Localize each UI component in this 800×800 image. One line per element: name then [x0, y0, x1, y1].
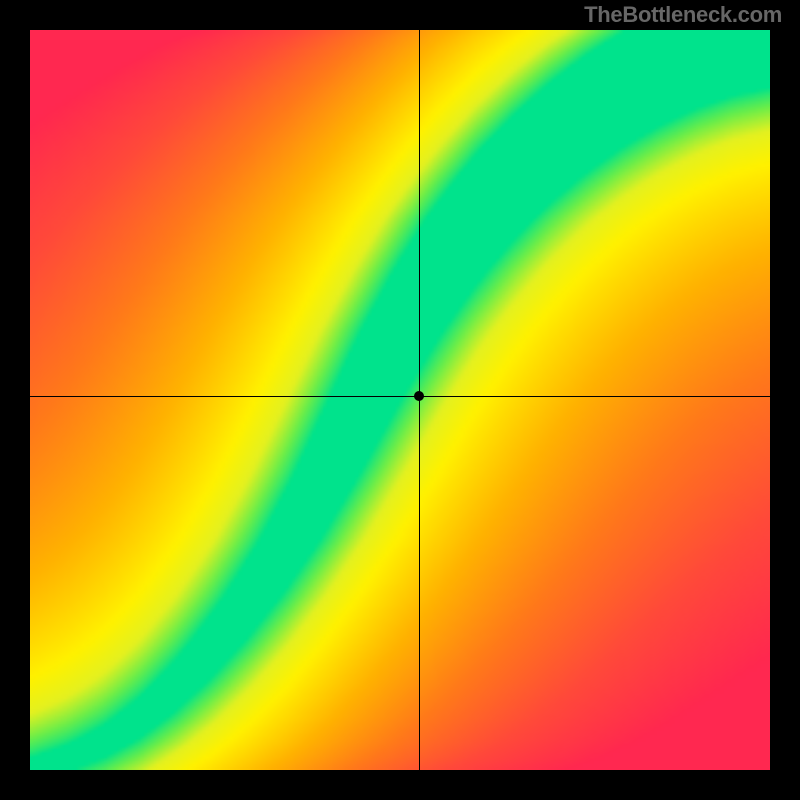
- heatmap-plot: [30, 30, 770, 770]
- heatmap-canvas: [30, 30, 770, 770]
- crosshair-horizontal: [30, 396, 770, 397]
- watermark-text: TheBottleneck.com: [584, 2, 782, 28]
- marker-dot: [414, 391, 424, 401]
